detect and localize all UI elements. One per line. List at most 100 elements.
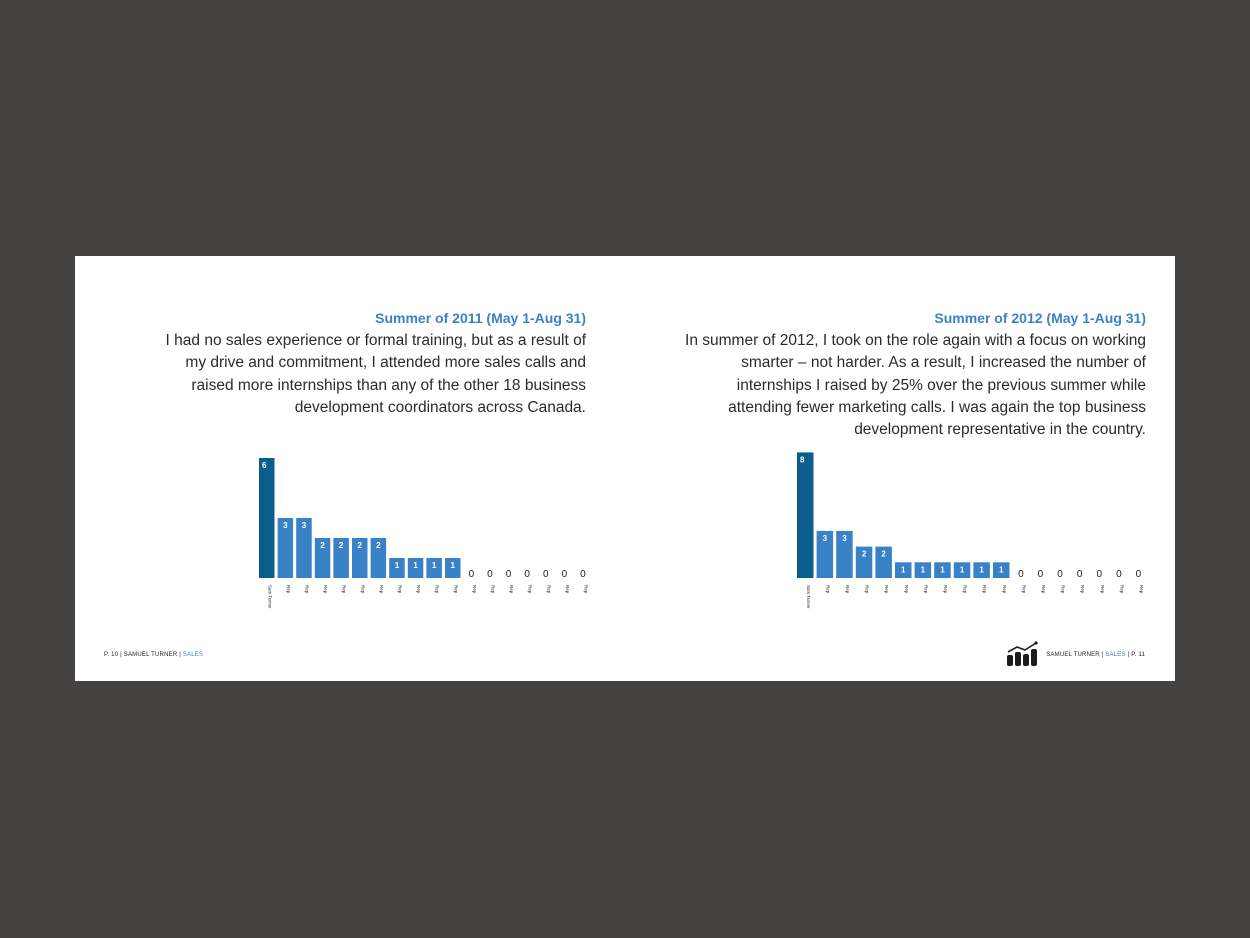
- category-label: Rep: [982, 585, 987, 594]
- category-label: Rep: [472, 585, 477, 594]
- bar-value-label: 2: [881, 550, 886, 559]
- bar-value-label: 1: [921, 565, 926, 574]
- bar-value-label: 1: [395, 561, 400, 570]
- bar: [445, 558, 461, 578]
- bar-value-label: 2: [376, 541, 381, 550]
- category-label: Rep: [923, 585, 928, 594]
- bar-value-label: 3: [302, 521, 307, 530]
- category-label: Sam Turner: [806, 585, 811, 609]
- bar: [875, 546, 892, 578]
- bar-value-label: 0: [1057, 569, 1063, 580]
- bar-value-label: 1: [999, 565, 1004, 574]
- category-label: Rep: [416, 585, 421, 594]
- bar: [407, 558, 424, 578]
- bar-value-label: 2: [358, 541, 363, 550]
- right-paragraph: In summer of 2012, I took on the role ag…: [685, 332, 1146, 439]
- category-label: Rep: [865, 585, 870, 594]
- bar-value-label: 0: [562, 569, 568, 580]
- bar: [934, 562, 951, 578]
- category-label: Rep: [825, 585, 830, 594]
- category-label: Rep: [1061, 585, 1066, 594]
- left-footer-page: P. 10: [104, 652, 119, 658]
- bar-value-label: 0: [1136, 569, 1142, 580]
- category-label: Rep: [943, 585, 948, 594]
- bar-value-label: 1: [940, 565, 945, 574]
- internships-2011-bar-chart: 6 Sam Turner 3 Rep 3 Rep 2 Rep 2 Rep 2 Rep 2 Rep 1 Rep 1…: [259, 458, 588, 609]
- bar-value-label: 3: [283, 521, 288, 530]
- bar-value-label: 2: [339, 541, 344, 550]
- right-footer-section: SALES: [1105, 652, 1126, 658]
- bar-value-label: 1: [979, 565, 984, 574]
- category-label: Rep: [528, 585, 533, 594]
- bar: [389, 558, 405, 578]
- bar-value-label: 0: [1096, 569, 1102, 580]
- bar-value-label: 6: [262, 461, 267, 470]
- category-label: Rep: [490, 585, 495, 594]
- right-footer-name: SAMUEL TURNER: [1046, 652, 1100, 658]
- bar-value-label: 0: [1038, 569, 1044, 580]
- bar: [895, 562, 912, 578]
- bar: [855, 546, 873, 578]
- bar: [953, 562, 971, 578]
- bar-value-label: 0: [580, 569, 586, 580]
- category-label: Rep: [583, 585, 588, 594]
- bar-value-label: 0: [524, 569, 530, 580]
- bar: [816, 530, 834, 578]
- left-footer-section: SALES: [182, 652, 204, 658]
- right-footer-page: P. 11: [1131, 652, 1145, 658]
- bar: [914, 562, 932, 578]
- bar-value-label: 0: [543, 569, 549, 580]
- brochure-spread: Summer of 2011 (May 1-Aug 31) I had no s…: [75, 256, 1175, 681]
- bar: [370, 538, 387, 578]
- category-label: Rep: [904, 585, 909, 594]
- bar-value-label: 1: [451, 561, 456, 570]
- category-label: Rep: [509, 585, 514, 594]
- category-label: Rep: [963, 585, 968, 594]
- bar: [259, 458, 275, 578]
- category-label: Rep: [546, 585, 551, 594]
- category-label: Rep: [286, 585, 291, 594]
- left-footer: P. 10 | SAMUEL TURNER | SALES: [104, 652, 204, 658]
- bar-value-label: 1: [901, 565, 906, 574]
- category-label: Rep: [304, 585, 309, 594]
- bar: [797, 452, 814, 578]
- bar: [296, 518, 312, 578]
- category-label: Rep: [1021, 585, 1026, 594]
- left-footer-name: SAMUEL TURNER: [123, 652, 178, 658]
- bar: [333, 538, 349, 578]
- category-label: Rep: [1139, 585, 1144, 594]
- category-label: Rep: [884, 585, 889, 594]
- category-label: Rep: [1041, 585, 1046, 594]
- bar-value-label: 0: [487, 569, 493, 580]
- right-page-text: Summer of 2012 (May 1-Aug 31) In summer …: [675, 308, 1146, 441]
- bar-chart-trend-icon: [1007, 641, 1038, 666]
- bar: [993, 562, 1010, 578]
- bar-value-label: 0: [469, 569, 475, 580]
- bar-value-label: 0: [1116, 569, 1122, 580]
- bar-value-label: 3: [842, 534, 847, 543]
- category-label: Rep: [565, 585, 570, 594]
- bar: [352, 538, 368, 578]
- bar-value-label: 0: [1018, 569, 1024, 580]
- category-label: Sam Turner: [267, 585, 272, 609]
- right-heading: Summer of 2012 (May 1-Aug 31): [934, 310, 1146, 326]
- right-footer: SAMUEL TURNER | SALES | P. 11: [1046, 652, 1145, 658]
- category-label: Rep: [397, 585, 402, 594]
- bar-value-label: 1: [432, 561, 437, 570]
- category-label: Rep: [342, 585, 347, 594]
- bar-value-label: 1: [960, 565, 965, 574]
- bar: [973, 562, 990, 578]
- internships-2012-bar-chart: 8 Sam Turner 3 Rep 3 Rep 2 Rep 2 Rep 1 Rep 1 Rep 1 Rep 1…: [797, 452, 1144, 609]
- category-label: Rep: [360, 585, 365, 594]
- category-label: Rep: [845, 585, 850, 594]
- category-label: Rep: [1080, 585, 1085, 594]
- category-label: Rep: [379, 585, 384, 594]
- bar-value-label: 0: [506, 569, 512, 580]
- bar-value-label: 3: [823, 534, 828, 543]
- bar-value-label: 1: [413, 561, 418, 570]
- category-label: Rep: [323, 585, 328, 594]
- bar: [426, 558, 442, 578]
- category-label: Rep: [453, 585, 458, 594]
- bar-value-label: 8: [800, 455, 805, 464]
- bar-value-label: 2: [862, 550, 867, 559]
